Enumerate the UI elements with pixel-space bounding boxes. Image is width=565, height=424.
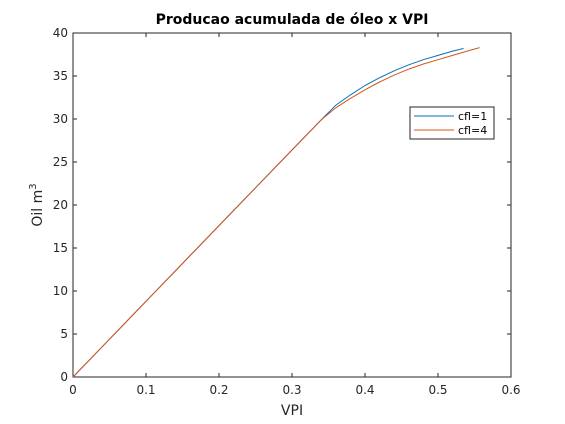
y-tick-label: 25 — [53, 155, 68, 169]
legend: cfl=1 cfl=4 — [409, 106, 495, 140]
legend-box — [409, 106, 495, 140]
y-tick-label: 40 — [53, 26, 68, 40]
y-tick-label: 0 — [60, 370, 68, 384]
y-axis-label-base: Oil m — [30, 190, 46, 227]
y-axis-label-superscript: 3 — [28, 183, 39, 189]
x-tick-label: 0 — [69, 383, 77, 397]
y-tick-label: 15 — [53, 241, 68, 255]
legend-label-cfl1: cfl=1 — [458, 110, 487, 123]
x-tick-label: 0.1 — [136, 383, 155, 397]
y-axis-label: Oil m3 — [28, 183, 46, 226]
y-tick-label: 5 — [60, 327, 68, 341]
series-line-cfl4 — [72, 47, 480, 378]
series-lines — [72, 47, 480, 378]
y-tick-label: 20 — [53, 198, 68, 212]
y-tick-label: 30 — [53, 112, 68, 126]
x-axis-label: VPI — [281, 403, 303, 419]
x-tick-label: 0.4 — [355, 383, 374, 397]
y-tick-label: 10 — [53, 284, 68, 298]
x-tick-label: 0.2 — [209, 383, 228, 397]
legend-label-cfl4: cfl=4 — [458, 124, 487, 137]
y-axis-ticks: 0 5 10 15 20 25 30 35 40 — [53, 26, 511, 384]
x-tick-label: 0.3 — [282, 383, 301, 397]
y-tick-label: 35 — [53, 69, 68, 83]
x-tick-label: 0.5 — [428, 383, 447, 397]
x-tick-label: 0.6 — [501, 383, 520, 397]
plot-area — [72, 32, 512, 378]
chart-title: Producao acumulada de óleo x VPI — [156, 12, 429, 28]
x-axis-ticks: 0 0.1 0.2 0.3 0.4 0.5 0.6 — [69, 33, 521, 397]
